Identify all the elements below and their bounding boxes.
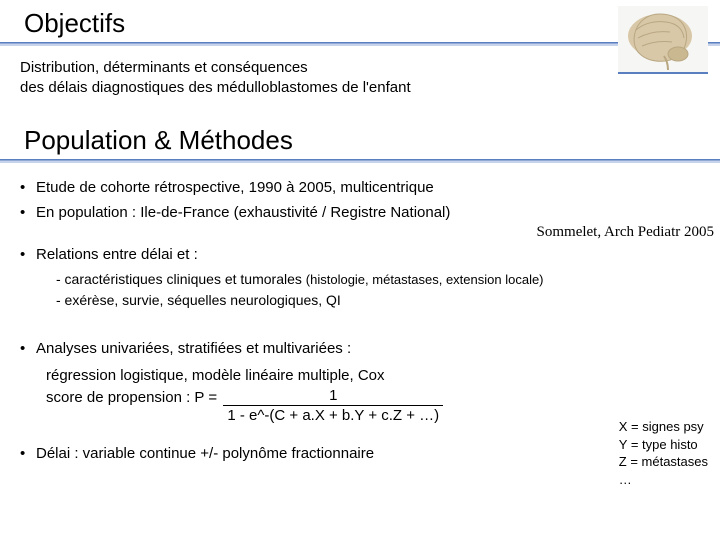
heading-objectifs: Objectifs (0, 8, 720, 41)
bullet-2: En population : Ile-de-France (exhaustiv… (20, 202, 700, 225)
subtitle-line-2: des délais diagnostiques des médulloblas… (20, 78, 700, 98)
heading-1-block: Objectifs (0, 8, 720, 46)
bullet-list-4: Délai : variable continue +/- polynôme f… (0, 435, 720, 466)
subtitle-block: Distribution, déterminants et conséquenc… (0, 52, 720, 99)
sub-bullet-3-1: - caractéristiques cliniques et tumorale… (56, 269, 720, 290)
bullet-list-3: Analyses univariées, stratifiées et mult… (0, 330, 720, 361)
sub-bullets-3: - caractéristiques cliniques et tumorale… (0, 269, 720, 310)
sub-bullet-3-1a: - caractéristiques cliniques et tumorale… (56, 271, 306, 287)
formula-block: régression logistique, modèle linéaire m… (0, 365, 720, 426)
fraction: 1 1 - e^-(C + a.X + b.Y + c.Z + …) (223, 387, 443, 425)
legend-x: X = signes psy (619, 418, 708, 436)
bullet-1: Etude de cohorte rétrospective, 1990 à 2… (20, 177, 700, 200)
citation: Sommelet, Arch Pediatr 2005 (537, 224, 714, 241)
heading-population: Population & Méthodes (0, 125, 720, 158)
propension-label: score de propension : P = (46, 389, 221, 406)
formula-line-1: régression logistique, modèle linéaire m… (46, 365, 720, 388)
legend-etc: … (619, 471, 708, 489)
heading-2-block: Population & Méthodes (0, 125, 720, 163)
fraction-numerator: 1 (223, 387, 443, 406)
bullet-4: Analyses univariées, stratifiées et mult… (20, 338, 700, 361)
sub-bullet-3-2: - exérèse, survie, séquelles neurologiqu… (56, 290, 720, 310)
fraction-denominator: 1 - e^-(C + a.X + b.Y + c.Z + …) (223, 406, 443, 425)
brain-icon (618, 6, 708, 72)
heading-underline-1 (0, 42, 720, 46)
slide: Objectifs Distribution, déterminants et … (0, 0, 720, 540)
heading-underline-2 (0, 159, 720, 163)
brain-image (618, 6, 708, 74)
bullet-5: Délai : variable continue +/- polynôme f… (20, 443, 700, 466)
bullet-3: Relations entre délai et : (20, 244, 700, 267)
subtitle-line-1: Distribution, déterminants et conséquenc… (20, 58, 700, 78)
bullet-list: Etude de cohorte rétrospective, 1990 à 2… (0, 169, 720, 225)
sub-bullet-3-1b: (histologie, métastases, extension local… (306, 272, 544, 287)
